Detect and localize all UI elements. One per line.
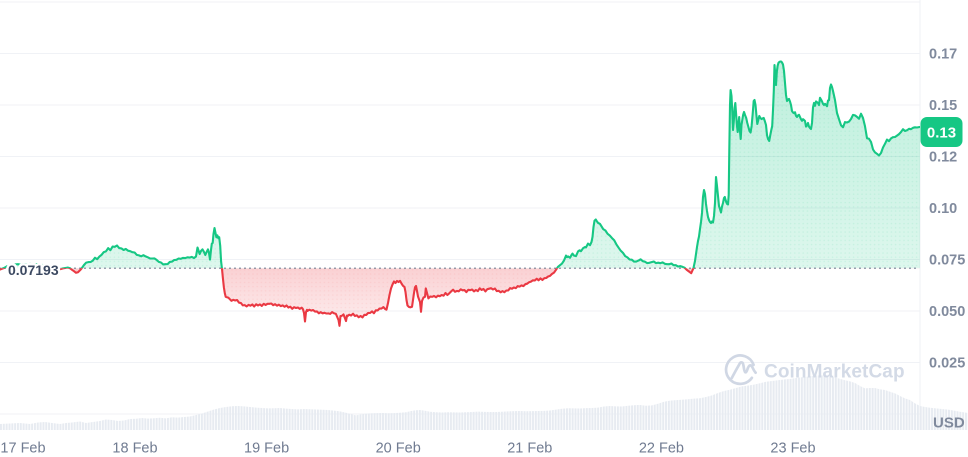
- svg-text:23 Feb: 23 Feb: [770, 441, 815, 457]
- svg-text:CoinMarketCap: CoinMarketCap: [764, 362, 905, 383]
- svg-text:22 Feb: 22 Feb: [639, 441, 684, 457]
- svg-text:20 Feb: 20 Feb: [376, 441, 421, 457]
- svg-text:0.15: 0.15: [929, 98, 957, 114]
- svg-text:0.10: 0.10: [929, 201, 957, 217]
- svg-text:17 Feb: 17 Feb: [0, 441, 45, 457]
- svg-text:0.050: 0.050: [929, 304, 965, 320]
- svg-text:18 Feb: 18 Feb: [112, 441, 157, 457]
- svg-text:0.025: 0.025: [929, 356, 965, 372]
- svg-text:0.07193: 0.07193: [8, 262, 59, 278]
- svg-text:0.12: 0.12: [929, 150, 957, 166]
- svg-text:USD: USD: [933, 415, 965, 432]
- svg-text:19 Feb: 19 Feb: [244, 441, 289, 457]
- svg-text:0.075: 0.075: [929, 253, 965, 269]
- svg-text:0.13: 0.13: [927, 125, 956, 142]
- svg-text:0.17: 0.17: [929, 47, 957, 63]
- svg-text:21 Feb: 21 Feb: [507, 441, 552, 457]
